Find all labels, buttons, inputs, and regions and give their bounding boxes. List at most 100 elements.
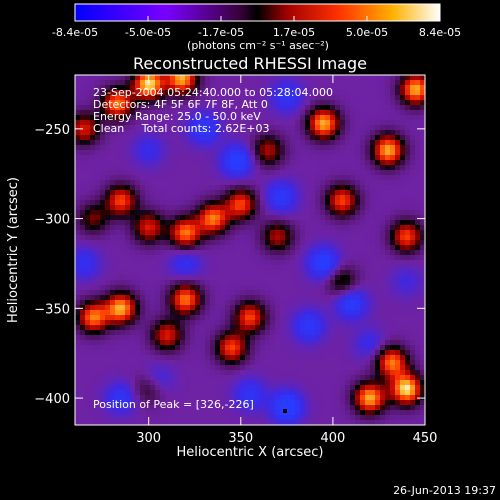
heatmap-cell [75,95,81,101]
heatmap-cell [140,290,146,296]
heatmap-cell [335,90,341,96]
heatmap-cell [100,140,106,146]
heatmap-cell [75,130,81,136]
x-tick-label: 300 [136,431,161,446]
heatmap-cell [280,305,286,311]
heatmap-cell [85,325,91,331]
heatmap-cell [300,75,306,81]
heatmap-cell [395,300,401,306]
heatmap-cell [145,150,151,156]
heatmap-cell [385,380,391,386]
heatmap-cell [260,225,266,231]
heatmap-cell [345,400,351,406]
heatmap-cell [340,90,346,96]
heatmap-cell [345,365,351,371]
heatmap-cell [165,325,171,331]
heatmap-cell [345,235,351,241]
heatmap-cell [330,315,336,321]
heatmap-cell [170,165,176,171]
heatmap-cell [365,155,371,161]
heatmap-cell [310,365,316,371]
heatmap-cell [345,260,351,266]
heatmap-cell [200,300,206,306]
heatmap-cell [360,290,366,296]
heatmap-cell [330,185,336,191]
heatmap-cell [265,235,271,241]
heatmap-cell [90,360,96,366]
heatmap-cell [95,210,101,216]
heatmap-cell [80,210,86,216]
heatmap-cell [200,345,206,351]
heatmap-cell [365,370,371,376]
heatmap-cell [85,385,91,391]
heatmap-cell [150,95,156,101]
heatmap-cell [295,210,301,216]
heatmap-cell [185,380,191,386]
heatmap-cell [300,170,306,176]
heatmap-cell [360,90,366,96]
heatmap-cell [385,150,391,156]
heatmap-cell [230,135,236,141]
heatmap-cell [185,385,191,391]
heatmap-cell [80,310,86,316]
heatmap-cell [370,160,376,166]
heatmap-cell [80,160,86,166]
heatmap-cell [280,385,286,391]
heatmap-cell [400,110,406,116]
heatmap-cell [120,265,126,271]
heatmap-cell [280,205,286,211]
heatmap-cell [275,230,281,236]
heatmap-cell [125,95,131,101]
heatmap-cell [375,290,381,296]
heatmap-cell [410,185,416,191]
heatmap-cell [245,390,251,396]
heatmap-cell [180,270,186,276]
heatmap-cell [160,205,166,211]
heatmap-cell [395,365,401,371]
heatmap-cell [375,260,381,266]
heatmap-cell [170,365,176,371]
heatmap-cell [190,280,196,286]
heatmap-cell [305,235,311,241]
heatmap-cell [290,315,296,321]
heatmap-cell [275,415,281,421]
heatmap-cell [190,285,196,291]
heatmap-cell [350,210,356,216]
heatmap-cell [370,305,376,311]
heatmap-cell [85,100,91,106]
heatmap-cell [290,205,296,211]
heatmap-cell [395,95,401,101]
heatmap-cell [235,340,241,346]
heatmap-cell [365,245,371,251]
heatmap-cell [160,380,166,386]
heatmap-cell [395,80,401,86]
heatmap-cell [145,420,151,425]
heatmap-cell [165,190,171,196]
heatmap-cell [250,100,256,106]
heatmap-cell [80,410,86,416]
heatmap-cell [335,390,341,396]
heatmap-cell [320,80,326,86]
heatmap-cell [160,390,166,396]
heatmap-cell [195,330,201,336]
heatmap-cell [270,195,276,201]
heatmap-cell [245,220,251,226]
heatmap-cell [170,285,176,291]
heatmap-cell [410,320,416,326]
heatmap-cell [115,95,121,101]
heatmap-cell [100,255,106,261]
heatmap-cell [215,195,221,201]
heatmap-cell [250,295,256,301]
heatmap-cell [260,150,266,156]
heatmap-cell [390,370,396,376]
heatmap-cell [285,175,291,181]
heatmap-cell [200,380,206,386]
heatmap-cell [390,290,396,296]
heatmap-cell [140,410,146,416]
heatmap-cell [105,400,111,406]
heatmap-cell [170,390,176,396]
heatmap-cell [275,100,281,106]
heatmap-cell [290,95,296,101]
heatmap-cell [225,205,231,211]
heatmap-cell [200,75,206,81]
